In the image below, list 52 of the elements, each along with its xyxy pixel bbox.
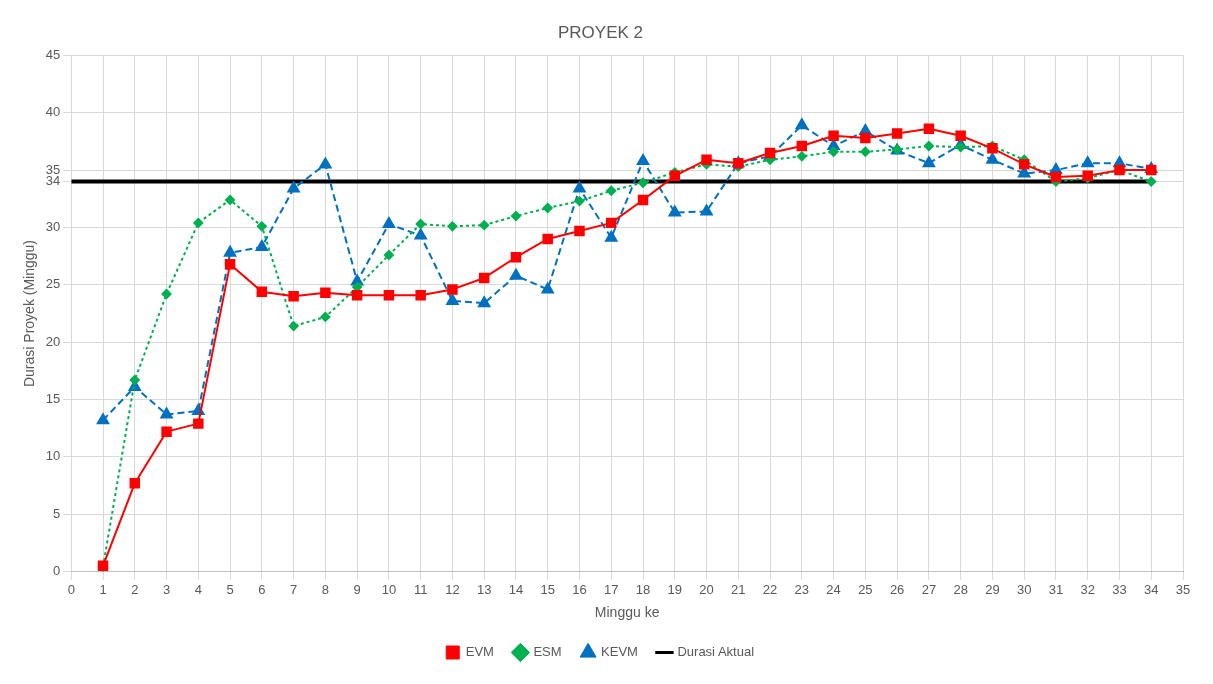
legend-label: ESM xyxy=(533,644,562,660)
x-tick-label: 34 xyxy=(1144,581,1159,597)
x-tick-label: 35 xyxy=(1175,581,1191,597)
y-tick-label: 15 xyxy=(45,391,61,407)
chart-title: PROYEK 2 xyxy=(557,22,644,42)
x-tick-label: 28 xyxy=(953,581,968,597)
x-tick-label: 12 xyxy=(445,581,460,597)
x-tick-label: 17 xyxy=(604,581,619,597)
x-tick-label: 4 xyxy=(194,581,202,597)
x-tick-label: 31 xyxy=(1048,581,1064,597)
y-tick-label: 20 xyxy=(45,333,61,349)
x-tick-label: 18 xyxy=(635,581,651,597)
x-tick-label: 22 xyxy=(762,581,778,597)
x-tick-label: 29 xyxy=(985,581,1000,597)
x-tick-label: 14 xyxy=(508,581,524,597)
x-tick-label: 11 xyxy=(413,581,428,597)
x-tick-label: 6 xyxy=(258,581,266,597)
x-tick-label: 23 xyxy=(794,581,810,597)
y-tick-label: 40 xyxy=(45,104,61,120)
legend-label: EVM xyxy=(465,644,494,660)
x-tick-label: 1 xyxy=(99,581,107,597)
x-tick-label: 0 xyxy=(67,581,75,597)
x-tick-label: 25 xyxy=(858,581,873,597)
x-tick-label: 21 xyxy=(731,581,746,597)
y-tick-label: 45 xyxy=(45,46,61,62)
x-tick-label: 19 xyxy=(667,581,683,597)
x-tick-label: 27 xyxy=(921,581,937,597)
x-tick-label: 15 xyxy=(540,581,555,597)
x-tick-label: 13 xyxy=(476,581,492,597)
y-tick-label: 30 xyxy=(45,219,61,235)
x-tick-label: 32 xyxy=(1080,581,1095,597)
y-tick-label: 0 xyxy=(53,563,61,579)
y-axis-title: Durasi Proyek (Minggu) xyxy=(21,239,38,388)
x-tick-label: 33 xyxy=(1112,581,1127,597)
x-tick-label: 16 xyxy=(572,581,587,597)
x-tick-label: 5 xyxy=(226,581,234,597)
x-tick-label: 9 xyxy=(353,581,361,597)
x-tick-label: 26 xyxy=(889,581,905,597)
y-tick-label: 25 xyxy=(45,276,61,292)
x-tick-label: 2 xyxy=(131,581,139,597)
x-tick-label: 3 xyxy=(162,581,171,597)
legend-label: Durasi Aktual xyxy=(677,644,755,660)
y-tick-label: 10 xyxy=(45,448,61,464)
x-tick-label: 24 xyxy=(826,581,841,597)
x-tick-label: 8 xyxy=(321,581,329,597)
y-tick-label: 5 xyxy=(53,505,61,521)
x-tick-label: 10 xyxy=(381,581,397,597)
x-axis-title: Minggu ke xyxy=(594,604,660,621)
x-tick-label: 30 xyxy=(1016,581,1032,597)
x-tick-label: 7 xyxy=(289,581,298,597)
x-tick-label: 20 xyxy=(699,581,714,597)
legend-label: KEVM xyxy=(601,644,638,660)
